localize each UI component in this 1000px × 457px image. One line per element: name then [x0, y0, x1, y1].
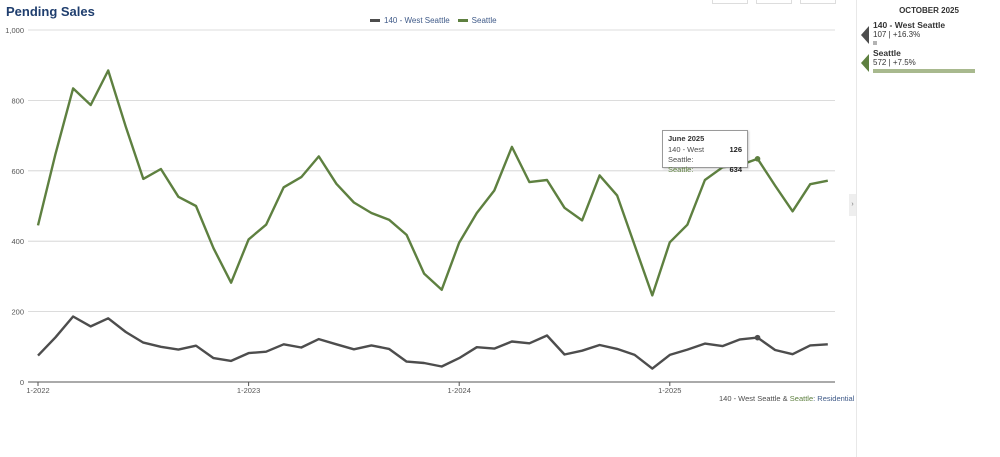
- tooltip-title: June 2025: [668, 134, 705, 143]
- highlight-point-seattle: [754, 156, 761, 162]
- y-tick-label: 200: [11, 308, 24, 317]
- left-arrow-icon: [861, 26, 869, 44]
- x-tick-label: 1-2024: [448, 386, 471, 395]
- chart-legend: 140 - West Seattle Seattle: [370, 16, 497, 25]
- tooltip-label: 140 - West Seattle:: [668, 145, 705, 164]
- legend-item-seattle[interactable]: Seattle: [457, 16, 497, 25]
- tab-placeholder[interactable]: [756, 0, 792, 4]
- chevron-right-icon: ›: [851, 201, 854, 208]
- x-tick-label: 1-2023: [237, 386, 260, 395]
- x-tick-label: 1-2022: [26, 386, 49, 395]
- tooltip-value: 126: [729, 145, 742, 154]
- summary-card-west-seattle[interactable]: 140 - West Seattle 107 | +16.3%: [861, 20, 1000, 46]
- panel-header: OCTOBER 2025: [899, 6, 959, 15]
- footer-area: 140 - West Seattle: [719, 394, 781, 403]
- footer-amp: &: [782, 394, 788, 403]
- card-name: 140 - West Seattle: [873, 20, 946, 30]
- tooltip-value: 634: [729, 165, 742, 174]
- y-tick-label: 400: [11, 237, 24, 246]
- card-value: 572 | +7.5%: [873, 58, 916, 67]
- chart-footer: 140 - West Seattle & Seattle: Residentia…: [719, 394, 854, 403]
- legend-label: Seattle: [471, 16, 497, 25]
- card-bar: [873, 69, 975, 73]
- footer-city: Seattle: [789, 394, 814, 403]
- tooltip-row-west-seattle: 140 - West Seattle: 126: [668, 145, 742, 165]
- summary-card-seattle[interactable]: Seattle 572 | +7.5%: [861, 48, 1000, 74]
- tab-placeholder[interactable]: [800, 0, 836, 4]
- tooltip-label: Seattle:: [668, 165, 694, 174]
- y-tick-label: 0: [20, 378, 24, 387]
- y-tick-label: 600: [11, 167, 24, 176]
- top-tabs: [712, 0, 836, 4]
- y-tick-label: 800: [11, 96, 24, 105]
- series-line-seattle: [36, 69, 829, 297]
- card-name: Seattle: [873, 48, 901, 58]
- tooltip-row-seattle: Seattle: 634: [668, 165, 742, 175]
- data-tooltip: June 2025 140 - West Seattle: 126 Seattl…: [662, 130, 748, 174]
- y-tick-label: 1,000: [5, 26, 24, 35]
- card-bar: [873, 41, 877, 45]
- highlight-point-west-seattle: [754, 334, 761, 341]
- right-summary-panel: OCTOBER 2025 140 - West Seattle 107 | +1…: [856, 0, 1000, 457]
- card-value: 107 | +16.3%: [873, 30, 921, 39]
- panel-toggle-button[interactable]: ›: [849, 194, 856, 216]
- footer-type: : Residential: [813, 394, 855, 403]
- chart-title: Pending Sales: [6, 4, 95, 19]
- legend-label: 140 - West Seattle: [384, 16, 450, 25]
- line-chart: 0 200 400 600 800 1,000 1-2022 1-2023 1-2024 1-20…: [5, 26, 835, 395]
- series-line-west-seattle: [37, 315, 828, 370]
- legend-swatch: [370, 19, 380, 22]
- tab-placeholder[interactable]: [712, 0, 748, 4]
- legend-item-west-seattle[interactable]: 140 - West Seattle: [370, 16, 450, 25]
- legend-swatch: [457, 19, 468, 22]
- x-tick-label: 1-2025: [658, 386, 681, 395]
- left-arrow-icon: [861, 54, 869, 72]
